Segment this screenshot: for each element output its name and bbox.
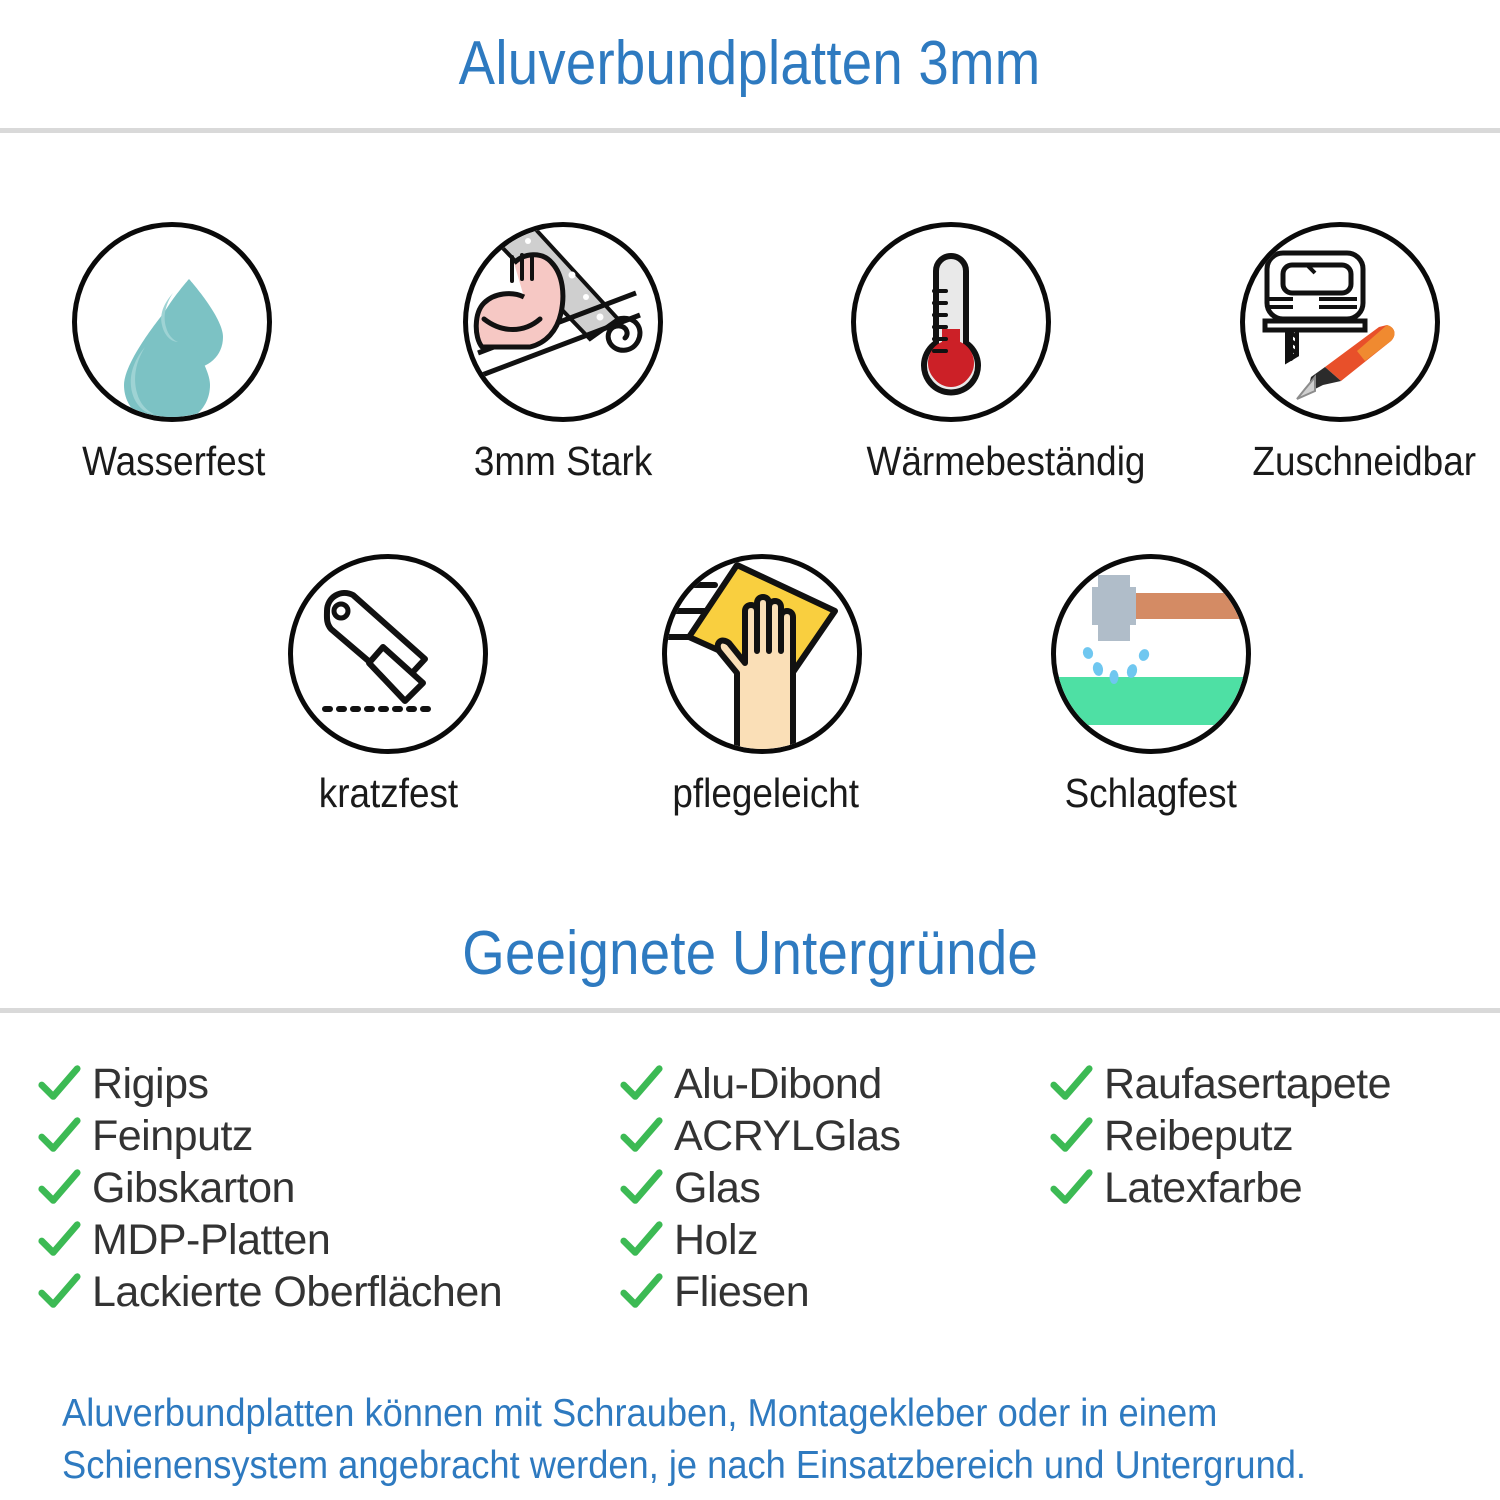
feature-label: Wärmebeständig [866, 438, 1146, 484]
feature-icon-circle [72, 222, 272, 422]
feature-label: Zuschneidbar [1252, 438, 1477, 484]
feature-icon-circle [288, 554, 488, 754]
feature-icon-circle [1051, 554, 1251, 754]
check-icon [1050, 1169, 1093, 1204]
feature-wasserfest: Wasserfest [72, 222, 272, 485]
footer-line-1: Aluverbundplatten können mit Schrauben, … [62, 1392, 1218, 1435]
feature-label: Schlagfest [1064, 770, 1238, 816]
list-item-label: ACRYLGlas [674, 1111, 901, 1160]
list-item: Glas [618, 1162, 1048, 1214]
page-title-text: Aluverbundplatten 3mm [459, 29, 1041, 98]
check-icon [38, 1117, 81, 1152]
check-icon [38, 1065, 81, 1100]
flexed-biceps-icon [473, 227, 643, 378]
checklist-column-2: Alu-Dibond ACRYLGlas Glas Holz Fliesen [618, 1058, 1048, 1318]
checklist-column-1: Rigips Feinputz Gibskarton MDP-Platten L… [36, 1058, 618, 1318]
hand-cloth-icon [667, 562, 838, 749]
utility-knife-icon [322, 590, 436, 712]
check-icon [620, 1221, 663, 1256]
list-item: ACRYLGlas [618, 1110, 1048, 1162]
footer-note: Aluverbundplatten können mit Schrauben, … [62, 1388, 1364, 1492]
feature-schlagfest: Schlagfest [1051, 554, 1251, 817]
feature-label: 3mm Stark [473, 438, 653, 484]
section-title-text: Geeignete Untergründe [462, 919, 1038, 988]
suitable-surfaces-list: Rigips Feinputz Gibskarton MDP-Platten L… [36, 1058, 1488, 1318]
check-icon [1050, 1065, 1093, 1100]
feature-pflegeleicht: pflegeleicht [662, 554, 862, 817]
list-item-label: Rigips [92, 1059, 209, 1108]
footer-line-2: Schienensystem angebracht werden, je nac… [62, 1444, 1307, 1487]
list-item: Feinputz [36, 1110, 618, 1162]
list-item: Rigips [36, 1058, 618, 1110]
check-icon [38, 1169, 81, 1204]
jigsaw-knife-icon [1262, 250, 1395, 400]
feature-label: Wasserfest [82, 438, 266, 484]
feature-icon-circle [1240, 222, 1440, 422]
feature-icon-circle [662, 554, 862, 754]
feature-kratzfest: kratzfest [288, 554, 488, 817]
water-drops-icon [124, 279, 223, 417]
list-item: Lackierte Oberflächen [36, 1266, 618, 1318]
list-item: Fliesen [618, 1266, 1048, 1318]
check-icon [620, 1169, 663, 1204]
feature-label: kratzfest [318, 770, 458, 816]
page-title: Aluverbundplatten 3mm [0, 28, 1500, 99]
divider-top [0, 128, 1500, 133]
feature-label: pflegeleicht [672, 770, 860, 816]
list-item-label: Alu-Dibond [674, 1059, 882, 1108]
list-item-label: Glas [674, 1163, 761, 1212]
list-item: Holz [618, 1214, 1048, 1266]
list-item-label: Raufasertapete [1104, 1059, 1392, 1108]
list-item-label: Feinputz [92, 1111, 253, 1160]
list-item: MDP-Platten [36, 1214, 618, 1266]
list-item: Raufasertapete [1048, 1058, 1488, 1110]
check-icon [620, 1273, 663, 1308]
check-icon [620, 1117, 663, 1152]
list-item: Latexfarbe [1048, 1162, 1488, 1214]
list-item: Gibskarton [36, 1162, 618, 1214]
section-title: Geeignete Untergründe [0, 918, 1500, 989]
check-icon [38, 1221, 81, 1256]
list-item: Reibeputz [1048, 1110, 1488, 1162]
list-item-label: Lackierte Oberflächen [92, 1267, 503, 1316]
feature-icon-circle [851, 222, 1051, 422]
feature-waermebestaendig: Wärmebeständig [851, 222, 1145, 485]
hammer-impact-icon [1056, 575, 1246, 725]
divider-middle [0, 1008, 1500, 1013]
check-icon [620, 1065, 663, 1100]
list-item-label: Holz [674, 1215, 759, 1264]
checklist-column-3: Raufasertapete Reibeputz Latexfarbe [1048, 1058, 1488, 1318]
list-item-label: MDP-Platten [92, 1215, 331, 1264]
list-item-label: Reibeputz [1104, 1111, 1294, 1160]
thermometer-icon [921, 253, 981, 396]
list-item-label: Latexfarbe [1104, 1163, 1303, 1212]
list-item: Alu-Dibond [618, 1058, 1048, 1110]
list-item-label: Gibskarton [92, 1163, 295, 1212]
check-icon [38, 1273, 81, 1308]
check-icon [1050, 1117, 1093, 1152]
feature-zuschneidbar: Zuschneidbar [1240, 222, 1476, 485]
feature-icon-circle [463, 222, 663, 422]
feature-3mm-stark: 3mm Stark [463, 222, 663, 485]
list-item-label: Fliesen [674, 1267, 810, 1316]
